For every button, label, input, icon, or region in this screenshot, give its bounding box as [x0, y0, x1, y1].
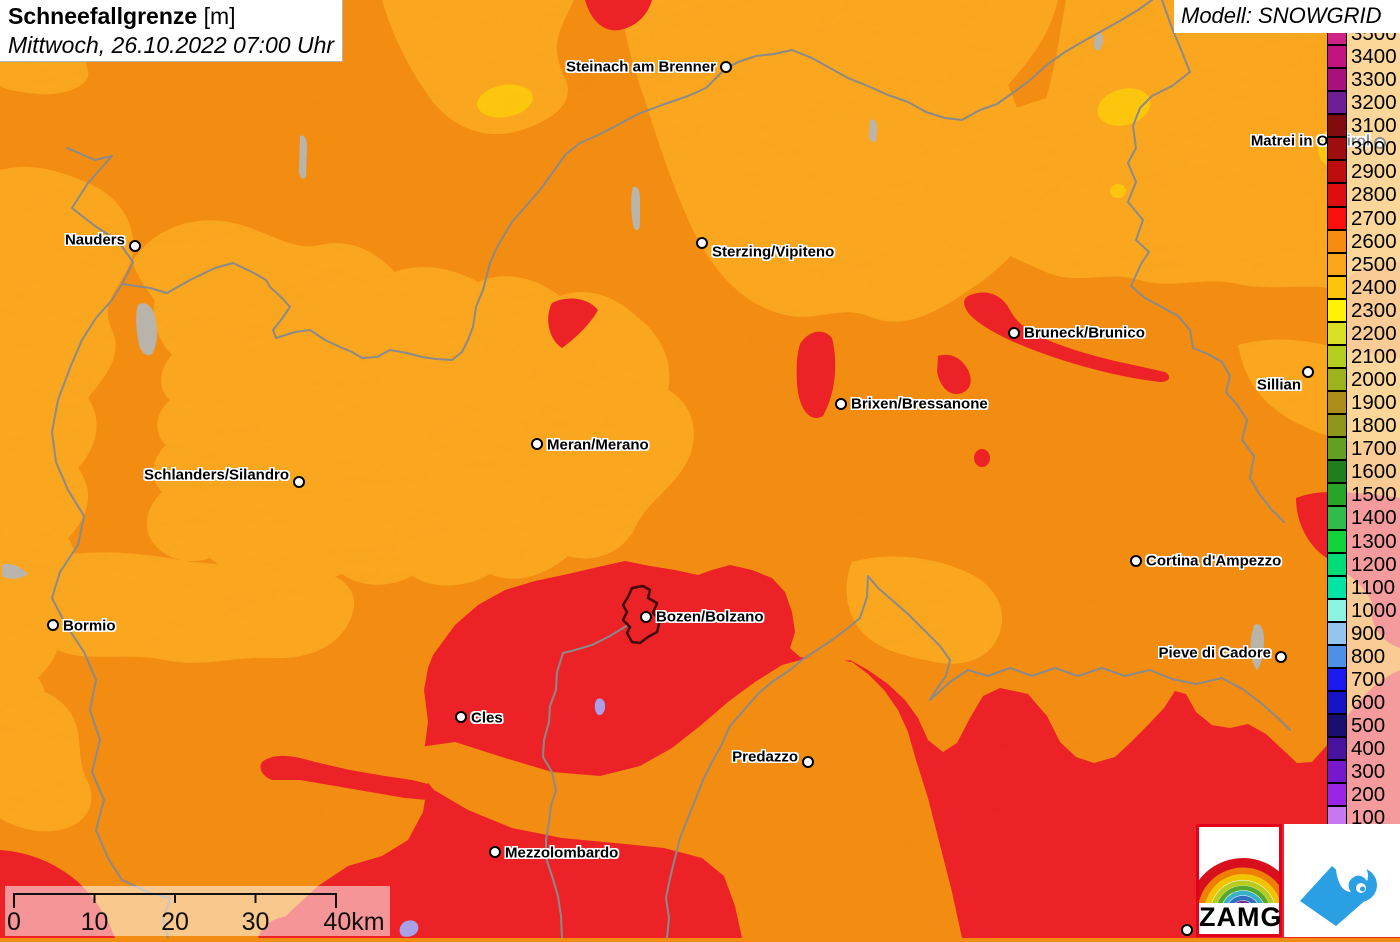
scalebar-tick-label: 0: [7, 908, 21, 936]
title-parameter: Schneefallgrenze: [8, 3, 198, 29]
admin-borders: [51, 0, 1291, 938]
zamg-logo: ZAMG: [1188, 824, 1298, 937]
distance-scalebar: 0 10 20 30 40km: [5, 886, 390, 936]
scalebar-tick-label: 40km: [323, 908, 385, 936]
zamg-rainbow-icon: [1188, 858, 1298, 923]
scalebar-tick-label: 30: [241, 908, 270, 936]
title-box: Schneefallgrenze [m] Mittwoch, 26.10.202…: [0, 0, 343, 62]
partner-logo: [1284, 824, 1400, 937]
zamg-wordmark: ZAMG: [1199, 902, 1283, 932]
model-label: Modell: SNOWGRID: [1174, 0, 1400, 33]
bozen-city-boundary: [621, 584, 662, 645]
blue-mountain-icon: [1300, 861, 1377, 926]
page-title: Schneefallgrenze [m]: [8, 3, 342, 30]
title-unit: [m]: [197, 3, 236, 29]
title-datetime: Mittwoch, 26.10.2022 07:00 Uhr: [8, 32, 335, 58]
scalebar-tick-label: 10: [80, 908, 109, 936]
scalebar-ruler: [13, 893, 337, 908]
scalebar-tick-label: 20: [161, 908, 189, 936]
